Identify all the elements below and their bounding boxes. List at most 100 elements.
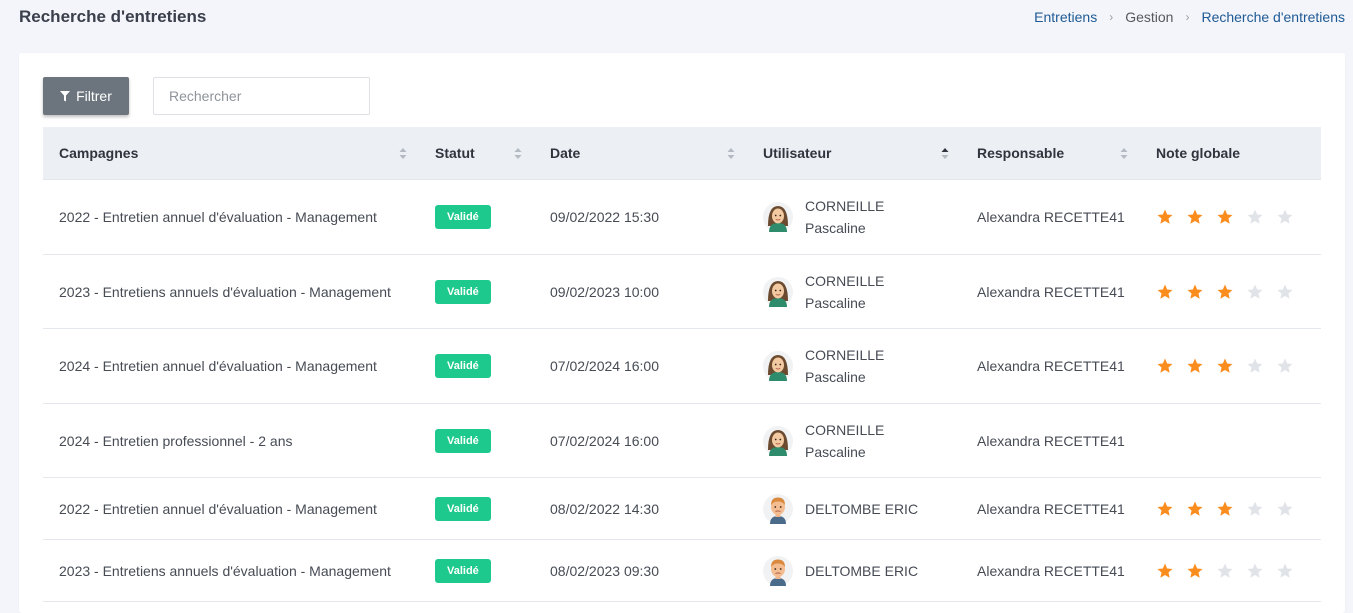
column-label: Date	[550, 145, 581, 161]
funnel-icon	[60, 90, 71, 101]
interviews-table: Campagnes Statut Date Utilisateur Respon…	[43, 127, 1321, 602]
user-first-name: Pascaline	[805, 443, 866, 460]
cell-responsable: Alexandra RECETTE41	[977, 209, 1125, 225]
cell-date: 07/02/2024 16:00	[550, 358, 659, 374]
column-label: Note globale	[1156, 145, 1241, 161]
star-filled-icon	[1157, 501, 1173, 516]
table-header: Campagnes Statut Date Utilisateur Respon…	[43, 127, 1321, 180]
star-filled-icon	[1187, 501, 1203, 516]
cell-campagne: 2022 - Entretien annuel d'évaluation - M…	[59, 209, 377, 225]
status-badge: Validé	[435, 279, 491, 304]
column-header-note-globale: Note globale	[1140, 127, 1321, 180]
star-filled-icon	[1157, 358, 1173, 373]
filter-button[interactable]: Filtrer	[43, 77, 129, 115]
results-card: Filtrer Campagnes Statut Date Utilisateu…	[19, 53, 1345, 613]
star-filled-icon	[1157, 284, 1173, 299]
rating-stars	[1156, 208, 1294, 226]
breadcrumb: Entretiens › Gestion › Recherche d'entre…	[1034, 9, 1345, 25]
star-empty-icon	[1247, 209, 1263, 224]
cell-responsable: Alexandra RECETTE41	[977, 283, 1125, 300]
table-row[interactable]: 2024 - Entretien annuel d'évaluation - M…	[43, 329, 1321, 404]
cell-campagne: 2022 - Entretien annuel d'évaluation - M…	[59, 500, 377, 517]
cell-campagne: 2023 - Entretiens annuels d'évaluation -…	[59, 562, 391, 579]
star-empty-icon	[1217, 563, 1233, 578]
cell-responsable: Alexandra RECETTE41	[977, 500, 1125, 517]
filter-button-label: Filtrer	[76, 88, 112, 104]
woman-avatar-icon	[763, 276, 793, 307]
table-row[interactable]: 2023 - Entretiens annuels d'évaluation -…	[43, 255, 1321, 329]
cell-campagne: 2024 - Entretien professionnel - 2 ans	[59, 432, 293, 449]
table-body: 2022 - Entretien annuel d'évaluation - M…	[43, 180, 1321, 602]
star-filled-icon	[1157, 563, 1173, 578]
search-input[interactable]	[153, 77, 370, 115]
cell-campagne: 2024 - Entretien annuel d'évaluation - M…	[59, 358, 377, 374]
star-empty-icon	[1247, 284, 1263, 299]
cell-date: 08/02/2023 09:30	[550, 562, 659, 579]
star-filled-icon	[1187, 563, 1203, 578]
star-empty-icon	[1247, 563, 1263, 578]
status-badge: Validé	[435, 558, 491, 583]
cell-campagne: 2023 - Entretiens annuels d'évaluation -…	[59, 283, 391, 300]
cell-responsable: Alexandra RECETTE41	[977, 432, 1125, 449]
sort-ascending-icon	[941, 147, 949, 159]
user-first-name: Pascaline	[805, 369, 866, 385]
status-badge: Validé	[435, 354, 491, 378]
cell-date: 09/02/2022 15:30	[550, 209, 659, 225]
star-empty-icon	[1277, 358, 1293, 373]
star-filled-icon	[1187, 358, 1203, 373]
breadcrumb-gestion: Gestion	[1125, 9, 1174, 25]
user-last-name: CORNEILLE	[805, 421, 885, 438]
breadcrumb-entretiens[interactable]: Entretiens	[1034, 9, 1098, 25]
chevron-right-icon: ›	[1109, 10, 1114, 24]
cell-date: 08/02/2022 14:30	[550, 500, 659, 517]
column-header-responsable[interactable]: Responsable	[961, 127, 1140, 180]
star-empty-icon	[1277, 209, 1293, 224]
sort-icon	[1120, 147, 1128, 159]
user-last-name: CORNEILLE	[805, 198, 885, 214]
table-row[interactable]: 2024 - Entretien professionnel - 2 ans V…	[43, 404, 1321, 478]
column-header-utilisateur[interactable]: Utilisateur	[747, 127, 961, 180]
star-filled-icon	[1217, 209, 1233, 224]
star-filled-icon	[1157, 209, 1173, 224]
user-last-name: CORNEILLE	[805, 347, 885, 363]
star-filled-icon	[1217, 501, 1233, 516]
user-last-name: CORNEILLE	[805, 272, 885, 289]
column-label: Responsable	[977, 145, 1065, 161]
column-label: Utilisateur	[763, 145, 832, 161]
sort-icon	[727, 147, 735, 159]
sort-icon	[514, 147, 522, 159]
column-header-statut[interactable]: Statut	[419, 127, 534, 180]
rating-stars	[1156, 283, 1294, 301]
column-header-campagnes[interactable]: Campagnes	[43, 127, 419, 180]
cell-responsable: Alexandra RECETTE41	[977, 562, 1125, 579]
star-empty-icon	[1277, 501, 1293, 516]
cell-date: 07/02/2024 16:00	[550, 432, 659, 449]
star-empty-icon	[1277, 284, 1293, 299]
column-header-date[interactable]: Date	[534, 127, 747, 180]
star-empty-icon	[1247, 501, 1263, 516]
table-row[interactable]: 2023 - Entretiens annuels d'évaluation -…	[43, 540, 1321, 602]
cell-date: 09/02/2023 10:00	[550, 283, 659, 300]
man-avatar-icon	[763, 493, 793, 524]
user-first-name: Pascaline	[805, 294, 866, 311]
woman-avatar-icon	[763, 351, 793, 381]
column-label: Statut	[435, 145, 475, 161]
star-filled-icon	[1187, 284, 1203, 299]
sort-icon	[399, 147, 407, 159]
cell-responsable: Alexandra RECETTE41	[977, 358, 1125, 374]
woman-avatar-icon	[763, 425, 793, 456]
breadcrumb-recherche[interactable]: Recherche d'entretiens	[1201, 9, 1345, 25]
man-avatar-icon	[763, 555, 793, 586]
rating-stars	[1156, 500, 1294, 518]
table-row[interactable]: 2022 - Entretien annuel d'évaluation - M…	[43, 478, 1321, 540]
user-first-name: Pascaline	[805, 220, 866, 236]
rating-stars	[1156, 562, 1294, 580]
status-badge: Validé	[435, 428, 491, 453]
star-filled-icon	[1187, 209, 1203, 224]
page-title: Recherche d'entretiens	[19, 7, 207, 26]
star-empty-icon	[1277, 563, 1293, 578]
table-row[interactable]: 2022 - Entretien annuel d'évaluation - M…	[43, 180, 1321, 255]
woman-avatar-icon	[763, 202, 793, 232]
column-label: Campagnes	[59, 145, 139, 161]
chevron-right-icon: ›	[1185, 10, 1190, 24]
